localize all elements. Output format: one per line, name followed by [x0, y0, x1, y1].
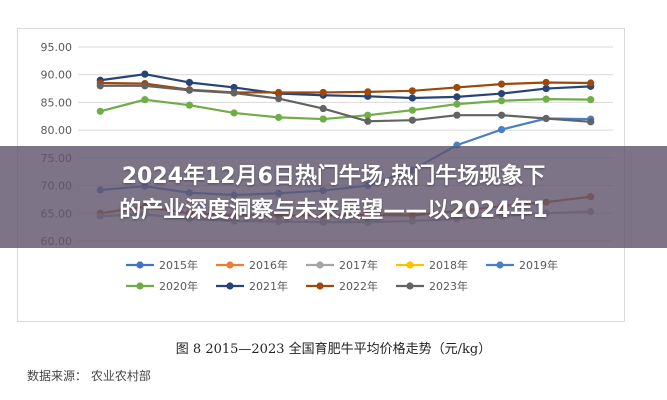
data-point: [275, 88, 283, 97]
data-point: [230, 83, 238, 92]
legend-swatch-marker: [226, 282, 234, 290]
y-tick-label: 80.00: [41, 124, 73, 137]
data-point: [185, 101, 194, 109]
series-line: [100, 98, 591, 121]
legend-swatch-marker: [316, 282, 324, 290]
data-point: [542, 78, 550, 87]
data-point: [453, 111, 461, 119]
data-point: [185, 78, 194, 87]
data-point: [275, 94, 283, 103]
legend-item: 2023年: [396, 279, 468, 293]
data-point: [319, 88, 327, 97]
data-point: [319, 104, 327, 113]
legend-label: 2016年: [249, 258, 288, 272]
legend-item: 2022年: [306, 279, 378, 293]
series-8: [96, 82, 595, 126]
legend-item: 2020年: [126, 279, 198, 293]
data-point: [497, 97, 506, 105]
data-point: [587, 79, 595, 87]
data-point: [141, 96, 149, 104]
series-6: [96, 70, 595, 102]
data-point: [408, 87, 416, 95]
data-point: [185, 86, 194, 94]
legend-item: 2018年: [396, 258, 468, 272]
data-point: [408, 94, 416, 102]
data-point: [453, 100, 461, 108]
series-5: [96, 95, 595, 123]
series-line: [100, 84, 591, 123]
legend-label: 2022年: [339, 279, 378, 293]
data-point: [542, 95, 550, 103]
data-point: [453, 83, 461, 92]
legend-swatch-marker: [406, 261, 414, 269]
data-point: [96, 107, 104, 115]
series-line: [100, 73, 591, 100]
y-tick-label: 85.00: [41, 96, 73, 109]
data-point: [542, 114, 550, 123]
data-point: [230, 89, 238, 97]
legend-swatch-marker: [496, 261, 504, 269]
data-point: [364, 111, 372, 119]
legend-label: 2020年: [159, 279, 198, 293]
legend-item: 2019年: [486, 258, 558, 272]
data-point: [275, 113, 283, 121]
data-point: [141, 70, 149, 78]
data-point: [408, 116, 416, 124]
data-point: [230, 109, 238, 117]
data-point: [587, 118, 595, 126]
data-point: [96, 82, 104, 90]
legend-swatch-marker: [136, 261, 144, 269]
legend-label: 2018年: [429, 258, 468, 272]
legend-label: 2015年: [159, 258, 198, 272]
legend-swatch-marker: [316, 261, 324, 269]
data-point: [497, 125, 506, 134]
data-point: [497, 89, 506, 98]
data-point: [542, 84, 550, 93]
data-point: [141, 82, 149, 90]
legend-swatch-marker: [136, 282, 144, 290]
legend-swatch-marker: [406, 282, 414, 290]
legend-item: 2015年: [126, 258, 198, 272]
y-tick-label: 90.00: [41, 69, 73, 82]
data-point: [587, 96, 595, 104]
data-point: [497, 111, 506, 119]
data-point: [364, 117, 372, 125]
legend-item: 2017年: [306, 258, 378, 272]
data-point: [408, 106, 416, 114]
legend-swatch-marker: [226, 261, 234, 269]
overlay-banner: [0, 146, 667, 248]
legend-label: 2023年: [429, 279, 468, 293]
legend-item: 2016年: [216, 258, 288, 272]
y-tick-label: 95.00: [41, 41, 73, 54]
data-point: [453, 93, 461, 101]
legend-label: 2019年: [519, 258, 558, 272]
legend-label: 2017年: [339, 258, 378, 272]
legend: 2015年 2016年 2017年 2018年 2019年 2020年 2021年 2022年…: [126, 258, 558, 293]
data-point: [497, 80, 506, 88]
figure-caption: 图 8 2015—2023 全国育肥牛平均价格走势（元/kg）: [175, 342, 492, 357]
data-source: 数据来源： 农业农村部: [27, 369, 151, 383]
overlay-title: 2024年12月6日热门牛场,热门牛场现象下 的产业深度洞察与未来展望——以20…: [119, 164, 548, 223]
legend-item: 2021年: [216, 279, 288, 293]
legend-label: 2021年: [249, 279, 288, 293]
data-point: [364, 88, 372, 96]
data-point: [319, 115, 327, 123]
